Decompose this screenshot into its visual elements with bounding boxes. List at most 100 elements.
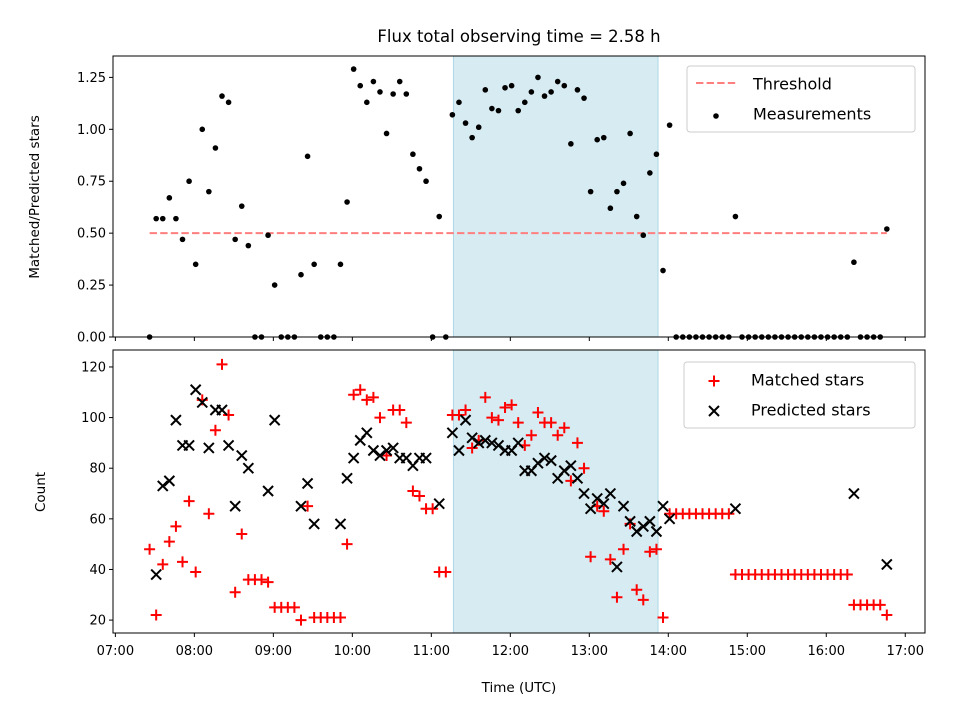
measurement-point: [370, 78, 377, 85]
measurement-point: [561, 82, 568, 89]
predicted-marker: [150, 568, 162, 581]
matched-marker: [334, 612, 346, 624]
predicted-marker: [591, 492, 603, 505]
predicted-marker: [532, 457, 544, 469]
predicted-marker: [663, 513, 676, 525]
measurement-point: [298, 271, 304, 278]
measurement-point: [423, 178, 429, 185]
predicted-marker: [446, 427, 459, 439]
x-tick-label: 08:00: [176, 644, 213, 659]
matched-marker: [150, 609, 162, 621]
predicted-marker: [598, 497, 610, 510]
matched-marker: [170, 520, 182, 532]
measurement-point: [271, 282, 278, 288]
legend-label: Threshold: [752, 75, 832, 94]
matched-marker: [631, 584, 643, 596]
legend: Matched stars Predicted stars: [683, 361, 916, 429]
measurement-point: [851, 259, 857, 266]
predicted-marker: [650, 525, 663, 538]
y-tick-label: 1.25: [77, 71, 106, 86]
measurement-point: [607, 205, 614, 212]
predicted-marker: [453, 444, 465, 457]
measurement-point: [581, 95, 587, 101]
matched-marker: [618, 543, 630, 555]
matched-marker: [506, 399, 518, 411]
predicted-marker: [163, 475, 176, 487]
measurement-point: [614, 188, 620, 195]
measurement-point: [212, 145, 219, 151]
matched-marker: [708, 375, 720, 387]
legend-box: [683, 361, 916, 429]
measurement-point: [660, 267, 666, 274]
predicted-marker: [565, 459, 577, 472]
matched-marker: [723, 508, 735, 520]
measurement-point: [449, 111, 456, 118]
measurement-point: [206, 188, 212, 195]
measurement-point: [495, 107, 502, 114]
measurement-point: [456, 99, 462, 106]
measurement-point: [232, 236, 238, 243]
predicted-marker: [301, 477, 314, 490]
measurement-point: [469, 134, 475, 141]
predicted-marker: [361, 427, 373, 439]
predicted-marker: [611, 561, 623, 573]
predicted-marker: [466, 432, 478, 444]
predicted-marker: [374, 449, 386, 462]
measurement-point: [173, 215, 179, 222]
matched-marker: [295, 614, 307, 626]
measurement-point: [620, 180, 627, 187]
matched-marker: [229, 586, 241, 598]
y-tick-label: 120: [81, 360, 106, 375]
predicted-marker: [216, 404, 228, 416]
y-tick-label: 0.25: [77, 279, 106, 294]
measurement-point: [410, 151, 416, 158]
matched-marker: [354, 384, 366, 396]
x-tick-label: 16:00: [808, 644, 845, 659]
matched-marker: [216, 358, 228, 370]
matched-marker: [532, 407, 544, 419]
predicted-marker: [630, 525, 643, 538]
matched-marker: [367, 391, 379, 403]
measurement-point: [416, 165, 423, 172]
predicted-marker: [387, 442, 399, 454]
measurement-point: [627, 130, 633, 137]
predicted-marker: [492, 439, 505, 452]
predicted-marker: [308, 518, 320, 530]
y-tick-label: 0.00: [77, 331, 106, 346]
ratio-panel: 0.00 0.25 0.50 0.75 1.00 1.25 Threshold Measure…: [77, 55, 926, 346]
measurement-point: [462, 120, 469, 126]
measurement-point: [647, 170, 653, 176]
predicted-marker: [617, 500, 630, 512]
predicted-marker: [236, 449, 248, 462]
y-tick-label: 100: [81, 411, 106, 426]
predicted-marker: [729, 503, 742, 515]
matched-marker: [255, 574, 267, 586]
matched-marker: [348, 389, 360, 401]
matched-marker: [374, 412, 386, 424]
matched-marker: [209, 424, 221, 436]
predicted-marker: [881, 558, 893, 571]
matched-marker: [841, 569, 853, 581]
measurement-point: [265, 232, 271, 239]
predicted-marker: [262, 485, 274, 497]
measurement-point: [311, 261, 317, 268]
measurement-point: [489, 105, 495, 112]
predicted-marker: [644, 515, 656, 528]
measurement-point: [357, 82, 364, 89]
matched-marker: [460, 404, 472, 416]
measurement-point: [884, 226, 890, 232]
matched-marker: [644, 546, 656, 558]
matched-marker: [492, 414, 504, 426]
predicted-marker: [420, 452, 432, 464]
matched-marker: [341, 538, 353, 550]
matched-marker: [203, 508, 215, 520]
measurement-point: [153, 215, 159, 222]
predicted-marker: [578, 487, 590, 500]
measurement-point: [528, 89, 535, 95]
matched-marker: [881, 609, 893, 621]
matched-marker: [361, 394, 373, 406]
matched-marker: [262, 576, 274, 588]
predicted-marker: [473, 437, 485, 449]
measurement-point: [179, 236, 186, 243]
predicted-marker: [459, 414, 472, 426]
